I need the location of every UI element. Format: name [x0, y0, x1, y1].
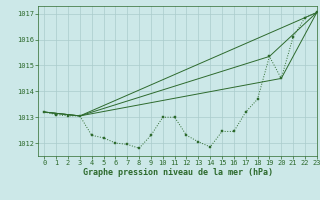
X-axis label: Graphe pression niveau de la mer (hPa): Graphe pression niveau de la mer (hPa) — [83, 168, 273, 177]
